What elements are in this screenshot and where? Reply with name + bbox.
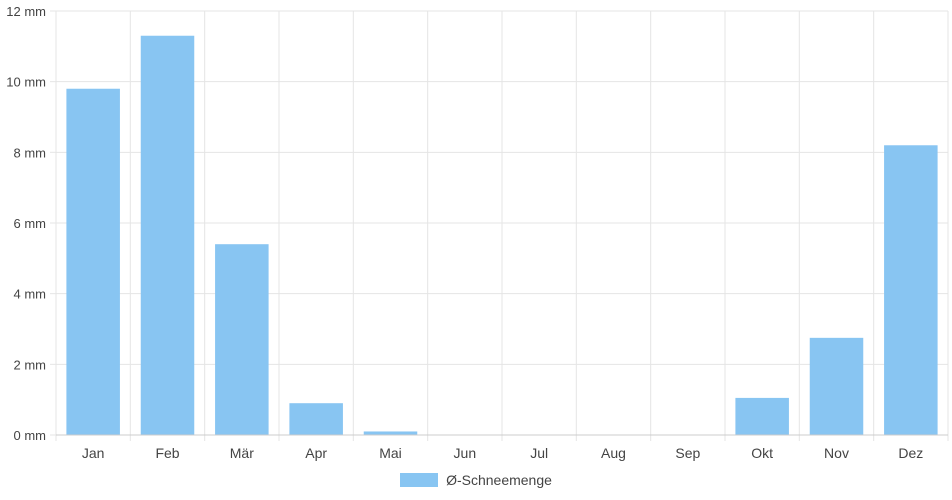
legend-swatch: [400, 473, 439, 487]
y-tick-label: 6 mm: [14, 216, 47, 231]
legend-label: Ø-Schneemenge: [446, 472, 552, 488]
x-tick-label: Apr: [305, 445, 327, 461]
x-tick-label: Jun: [454, 445, 477, 461]
legend[interactable]: Ø-Schneemenge: [0, 472, 952, 488]
x-tick-label: Nov: [824, 445, 849, 461]
x-tick-label: Jan: [82, 445, 105, 461]
x-tick-label: Aug: [601, 445, 626, 461]
x-tick-label: Jul: [530, 445, 548, 461]
x-tick-label: Mär: [230, 445, 254, 461]
bar-chart-svg: 0 mm 2 mm 4 mm 6 mm 8 mm 10 mm 12 mm Jan Feb Mär A…: [6, 4, 949, 461]
y-tick-label: 12 mm: [6, 4, 46, 19]
x-tick-label: Sep: [675, 445, 700, 461]
bar-apr: [289, 403, 343, 435]
y-tick-label: 2 mm: [14, 357, 47, 372]
y-tick-label: 4 mm: [14, 287, 47, 302]
bar-feb: [140, 35, 195, 435]
bar-dez: [884, 145, 938, 435]
y-tick-label: 0 mm: [14, 428, 47, 443]
x-tick-label: Mai: [379, 445, 402, 461]
bar-nov: [809, 337, 864, 435]
bar-mai: [363, 431, 418, 435]
x-tick-label: Dez: [898, 445, 923, 461]
y-tick-label: 10 mm: [6, 75, 46, 90]
bar-okt: [735, 397, 789, 435]
x-tick-label: Feb: [155, 445, 179, 461]
x-tick-label: Okt: [751, 445, 773, 461]
y-tick-label: 8 mm: [14, 145, 47, 160]
bar-mär: [215, 244, 269, 435]
bar-jan: [66, 88, 120, 435]
